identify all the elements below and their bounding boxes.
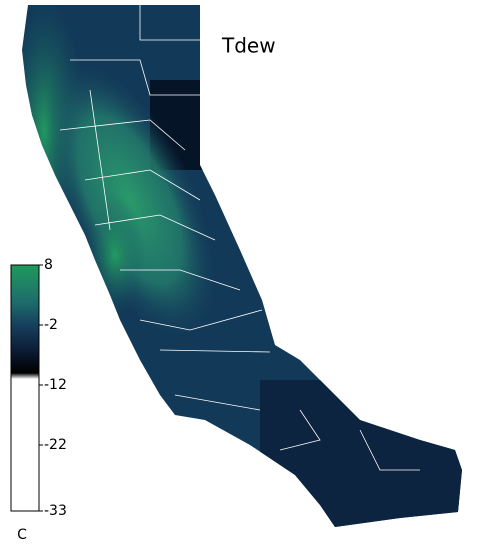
colorbar-tick-label: 8 [44,257,53,273]
colorbar-tick-label: -2 [44,317,58,333]
colorbar-unit: C [17,527,27,543]
colorbar-tick-label: -33 [44,503,67,519]
colorbar-tick-label: -22 [44,437,67,453]
colorbar-tick-label: -12 [44,377,67,393]
map-title: Tdew [221,34,276,58]
colorbar [10,264,40,512]
